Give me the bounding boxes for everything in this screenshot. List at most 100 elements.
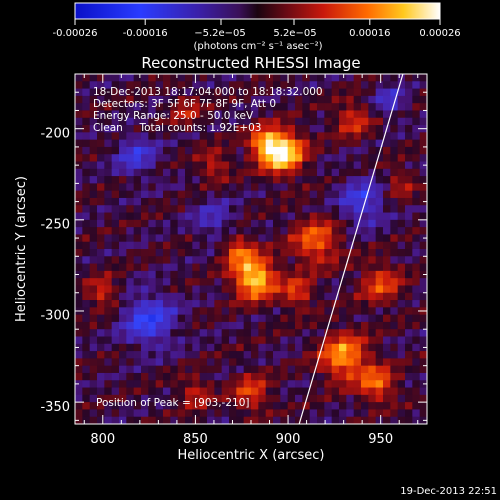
heatmap-cell bbox=[265, 139, 274, 148]
heatmap-cell bbox=[170, 394, 179, 403]
heatmap-cell bbox=[236, 256, 245, 264]
heatmap-cell bbox=[221, 88, 230, 97]
heatmap-cell bbox=[287, 416, 296, 424]
heatmap-cell bbox=[390, 387, 399, 396]
heatmap-cell bbox=[170, 416, 179, 424]
heatmap-cell bbox=[82, 343, 91, 352]
heatmap-cell bbox=[221, 278, 230, 286]
heatmap-cell bbox=[155, 263, 164, 272]
heatmap-cell bbox=[331, 176, 340, 184]
heatmap-cell bbox=[419, 321, 427, 330]
heatmap-cell bbox=[361, 117, 369, 126]
heatmap-cell bbox=[397, 197, 406, 206]
heatmap-cell bbox=[324, 351, 333, 359]
heatmap-cell bbox=[170, 190, 179, 199]
heatmap-cell bbox=[324, 241, 333, 250]
heatmap-cell bbox=[185, 103, 193, 111]
heatmap-cell bbox=[265, 81, 274, 89]
heatmap-cell bbox=[141, 234, 149, 243]
heatmap-cell bbox=[89, 285, 98, 294]
heatmap-cell bbox=[324, 285, 333, 294]
heatmap-cell bbox=[221, 183, 230, 192]
peak-position-label: Position of Peak = [903,-210] bbox=[96, 397, 250, 409]
heatmap-cell bbox=[141, 103, 149, 111]
heatmap-cell bbox=[163, 416, 171, 424]
heatmap-cell bbox=[361, 358, 369, 367]
heatmap-cell bbox=[126, 278, 135, 286]
heatmap-cell bbox=[199, 176, 208, 184]
heatmap-cell bbox=[251, 234, 259, 243]
heatmap-cell bbox=[346, 139, 355, 148]
heatmap-cell bbox=[163, 270, 171, 279]
heatmap-cell bbox=[214, 300, 223, 308]
heatmap-cell bbox=[317, 168, 325, 177]
heatmap-cell bbox=[419, 139, 427, 148]
heatmap-cell bbox=[104, 336, 113, 345]
heatmap-cell bbox=[97, 321, 105, 330]
heatmap-cell bbox=[302, 358, 311, 367]
heatmap-cell bbox=[192, 285, 201, 294]
heatmap-cell bbox=[148, 380, 157, 388]
heatmap-cell bbox=[163, 380, 171, 388]
heatmap-cell bbox=[111, 227, 120, 235]
heatmap-cell bbox=[126, 139, 135, 148]
heatmap-cell bbox=[339, 154, 347, 162]
heatmap-cell bbox=[324, 117, 333, 126]
heatmap-cell bbox=[273, 409, 281, 418]
heatmap-cell bbox=[89, 103, 98, 111]
heatmap-cell bbox=[214, 249, 223, 257]
x-tick-label: 800 bbox=[90, 432, 115, 447]
heatmap-cell bbox=[412, 358, 421, 367]
heatmap-cell bbox=[346, 416, 355, 424]
heatmap-cell bbox=[309, 380, 318, 388]
heatmap-cell bbox=[383, 103, 391, 111]
heatmap-cell bbox=[412, 270, 421, 279]
heatmap-cell bbox=[104, 263, 113, 272]
heatmap-cell bbox=[331, 219, 340, 228]
heatmap-cell bbox=[405, 95, 413, 104]
heatmap-cell bbox=[214, 307, 223, 316]
heatmap-cell bbox=[375, 387, 384, 396]
heatmap-cell bbox=[251, 139, 259, 148]
heatmap-cell bbox=[317, 321, 325, 330]
heatmap-cell bbox=[258, 168, 267, 177]
heatmap-cell bbox=[287, 263, 296, 272]
heatmap-cell bbox=[221, 74, 230, 82]
heatmap-cell bbox=[419, 81, 427, 89]
heatmap-cell bbox=[412, 95, 421, 104]
heatmap-cell bbox=[375, 278, 384, 286]
heatmap-cell bbox=[148, 183, 157, 192]
heatmap-cell bbox=[251, 270, 259, 279]
heatmap-cell bbox=[302, 336, 311, 345]
heatmap-cell bbox=[383, 292, 391, 301]
heatmap-cell bbox=[192, 380, 201, 388]
heatmap-cell bbox=[111, 409, 120, 418]
heatmap-cell bbox=[331, 205, 340, 213]
heatmap-cell bbox=[133, 110, 142, 119]
heatmap-cell bbox=[339, 416, 347, 424]
heatmap-cell bbox=[390, 103, 399, 111]
heatmap-cell bbox=[192, 278, 201, 286]
heatmap-cell bbox=[221, 285, 230, 294]
heatmap-cell bbox=[214, 168, 223, 177]
colorbar bbox=[74, 2, 441, 20]
heatmap-cell bbox=[170, 197, 179, 206]
heatmap-cell bbox=[280, 161, 289, 170]
heatmap-cell bbox=[89, 146, 98, 155]
heatmap-cell bbox=[207, 321, 215, 330]
heatmap-cell bbox=[141, 241, 149, 250]
heatmap-cell bbox=[273, 336, 281, 345]
heatmap-cell bbox=[185, 329, 193, 337]
heatmap-cell bbox=[221, 103, 230, 111]
heatmap-cell bbox=[185, 292, 193, 301]
heatmap-cell bbox=[199, 285, 208, 294]
heatmap-cell bbox=[104, 227, 113, 235]
heatmap-cell bbox=[390, 402, 399, 410]
heatmap-cell bbox=[243, 249, 252, 257]
heatmap-cell bbox=[236, 205, 245, 213]
heatmap-cell bbox=[258, 292, 267, 301]
heatmap-cell bbox=[280, 380, 289, 388]
heatmap-cell bbox=[185, 256, 193, 264]
heatmap-cell bbox=[170, 300, 179, 308]
heatmap-cell bbox=[397, 336, 406, 345]
